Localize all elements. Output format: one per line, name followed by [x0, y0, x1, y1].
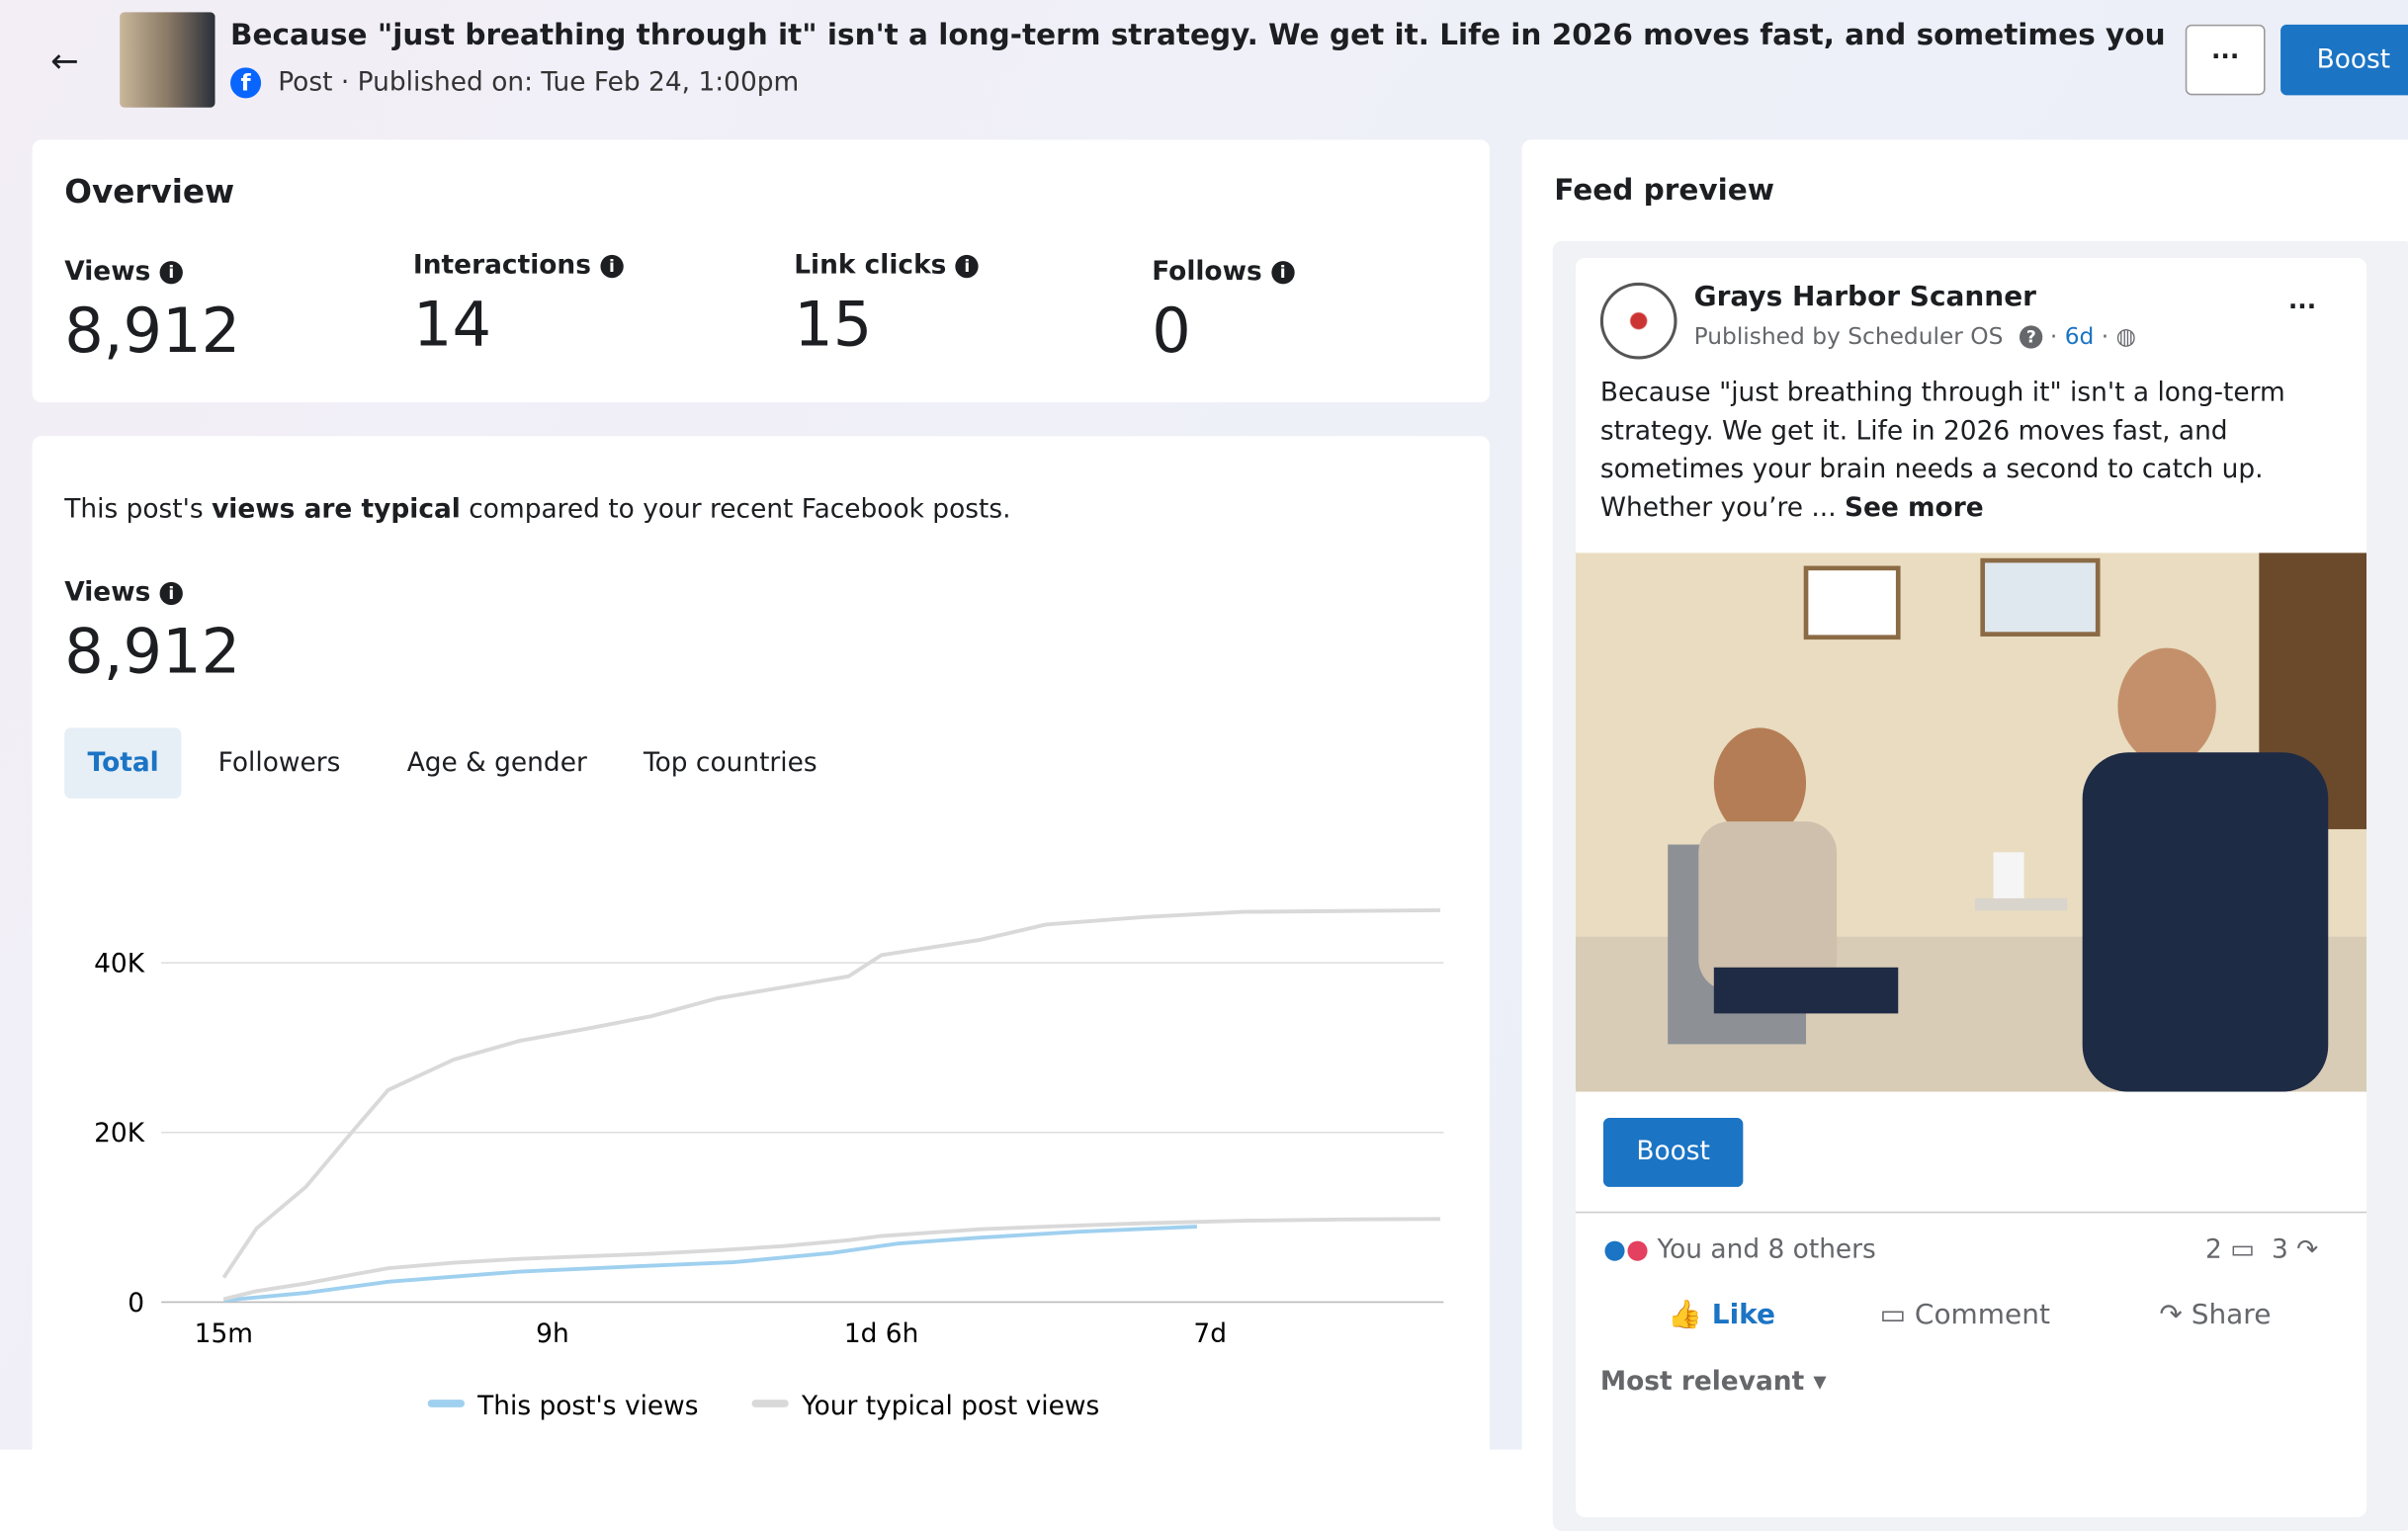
- info-icon: i: [955, 254, 980, 279]
- series-line: [222, 1217, 1441, 1302]
- views-label: Views i: [64, 577, 183, 608]
- metric-label: Follows i: [1152, 256, 1295, 288]
- share-count: 3: [2271, 1234, 2288, 1266]
- sort-menu[interactable]: Most relevant ▾: [1599, 1366, 1827, 1398]
- post-meta: Post · Published on: Tue Feb 24, 1:00pm: [278, 67, 800, 99]
- metric-value: 14: [412, 290, 492, 362]
- reactions: ●● You and 8 others: [1602, 1234, 1876, 1266]
- counts: 2 ▭ 3 ↷: [2204, 1234, 2319, 1266]
- tab[interactable]: Followers: [217, 747, 341, 779]
- metric-value: 15: [794, 290, 873, 362]
- post-boost-button[interactable]: Boost: [1602, 1118, 1744, 1187]
- comment-button[interactable]: ▭ Comment: [1879, 1299, 2050, 1331]
- views-card: This post's views are typical compared t…: [32, 436, 1490, 1511]
- sort-label: Most relevant: [1599, 1366, 1805, 1398]
- chart: 0 20K 40K 15m 9h 1d 6h 7d This post's views Your…: [94, 907, 1444, 1421]
- boost-button[interactable]: Boost: [2280, 24, 2408, 96]
- like-button[interactable]: 👍 Like: [1668, 1299, 1776, 1331]
- series-line: [223, 1225, 1197, 1303]
- y-tick-label: 40K: [94, 948, 145, 978]
- metric-label: Interactions i: [413, 250, 624, 281]
- comment-count: 2: [2204, 1234, 2222, 1266]
- post-body: Because "just breathing through it" isn'…: [1599, 378, 2285, 524]
- views-note: This post's views are typical compared t…: [64, 494, 1010, 525]
- back-button[interactable]: ←: [50, 43, 79, 82]
- legend-label: Your typical post views: [801, 1391, 1099, 1421]
- tab[interactable]: Age & gender: [406, 747, 587, 779]
- metric-value: 8,912: [64, 296, 241, 368]
- published-by: Published by Scheduler OS ? · 6d · ◍: [1693, 322, 2136, 351]
- share-button[interactable]: ↷ Share: [2159, 1299, 2272, 1331]
- tab[interactable]: Top countries: [643, 747, 817, 779]
- publisher: Published by Scheduler OS: [1693, 322, 2004, 351]
- action-label: Share: [2191, 1299, 2272, 1331]
- info-icon: i: [1271, 261, 1295, 285]
- more-button[interactable]: ···: [2185, 24, 2266, 96]
- post: Grays Harbor Scanner Published by Schedu…: [1575, 258, 2367, 1517]
- overview-title: Overview: [64, 173, 235, 211]
- post-image: [1575, 553, 2367, 1092]
- post-thumbnail: [120, 12, 215, 108]
- see-more[interactable]: See more: [1844, 492, 1984, 524]
- info-icon: i: [600, 254, 624, 279]
- info-icon: i: [159, 261, 183, 285]
- post-text: Because "just breathing through it" isn'…: [1600, 375, 2338, 528]
- metric-label-text: Follows: [1152, 256, 1262, 288]
- facebook-icon: f: [230, 67, 262, 99]
- overview-card: Overview Views i 8,912 Interactions i 14 Link …: [32, 139, 1490, 403]
- x-tick-label: 1d 6h: [844, 1318, 919, 1349]
- page-name: Grays Harbor Scanner: [1693, 281, 2036, 313]
- action-label: Like: [1711, 1299, 1776, 1331]
- reaction-text: You and 8 others: [1657, 1234, 1876, 1266]
- x-tick-label: 15m: [195, 1318, 253, 1349]
- feed-preview-card: Feed preview Grays Harbor Scanner Publis…: [1521, 139, 2408, 1531]
- note-emphasis: views are typical: [212, 494, 461, 526]
- tab[interactable]: Total: [64, 727, 183, 799]
- post-title: Because "just breathing through it" isn'…: [230, 18, 2166, 52]
- post-age: 6d: [2064, 322, 2095, 351]
- label-text: Views: [64, 577, 151, 609]
- metric-label-text: Interactions: [412, 250, 591, 282]
- divider: [1575, 1211, 2367, 1214]
- feed-title: Feed preview: [1554, 173, 1775, 208]
- views-value: 8,912: [64, 617, 241, 689]
- metric-label-text: Views: [64, 256, 151, 288]
- legend-label: This post's views: [476, 1391, 698, 1421]
- y-tick-label: 0: [128, 1288, 144, 1318]
- action-label: Comment: [1914, 1299, 2050, 1331]
- metric-label: Link clicks i: [794, 250, 980, 282]
- metric-label: Views i: [64, 256, 183, 288]
- metric-label-text: Link clicks: [794, 250, 947, 282]
- note-text: compared to your recent Facebook posts.: [460, 494, 1011, 526]
- y-tick-label: 20K: [94, 1118, 145, 1148]
- note-text: This post's: [64, 494, 213, 526]
- page-avatar: [1599, 282, 1677, 360]
- x-tick-label: 7d: [1193, 1318, 1227, 1349]
- metric-value: 0: [1152, 296, 1191, 368]
- x-tick-label: 9h: [536, 1318, 569, 1349]
- post-menu[interactable]: ···: [2287, 292, 2317, 321]
- series-line: [221, 907, 1441, 1279]
